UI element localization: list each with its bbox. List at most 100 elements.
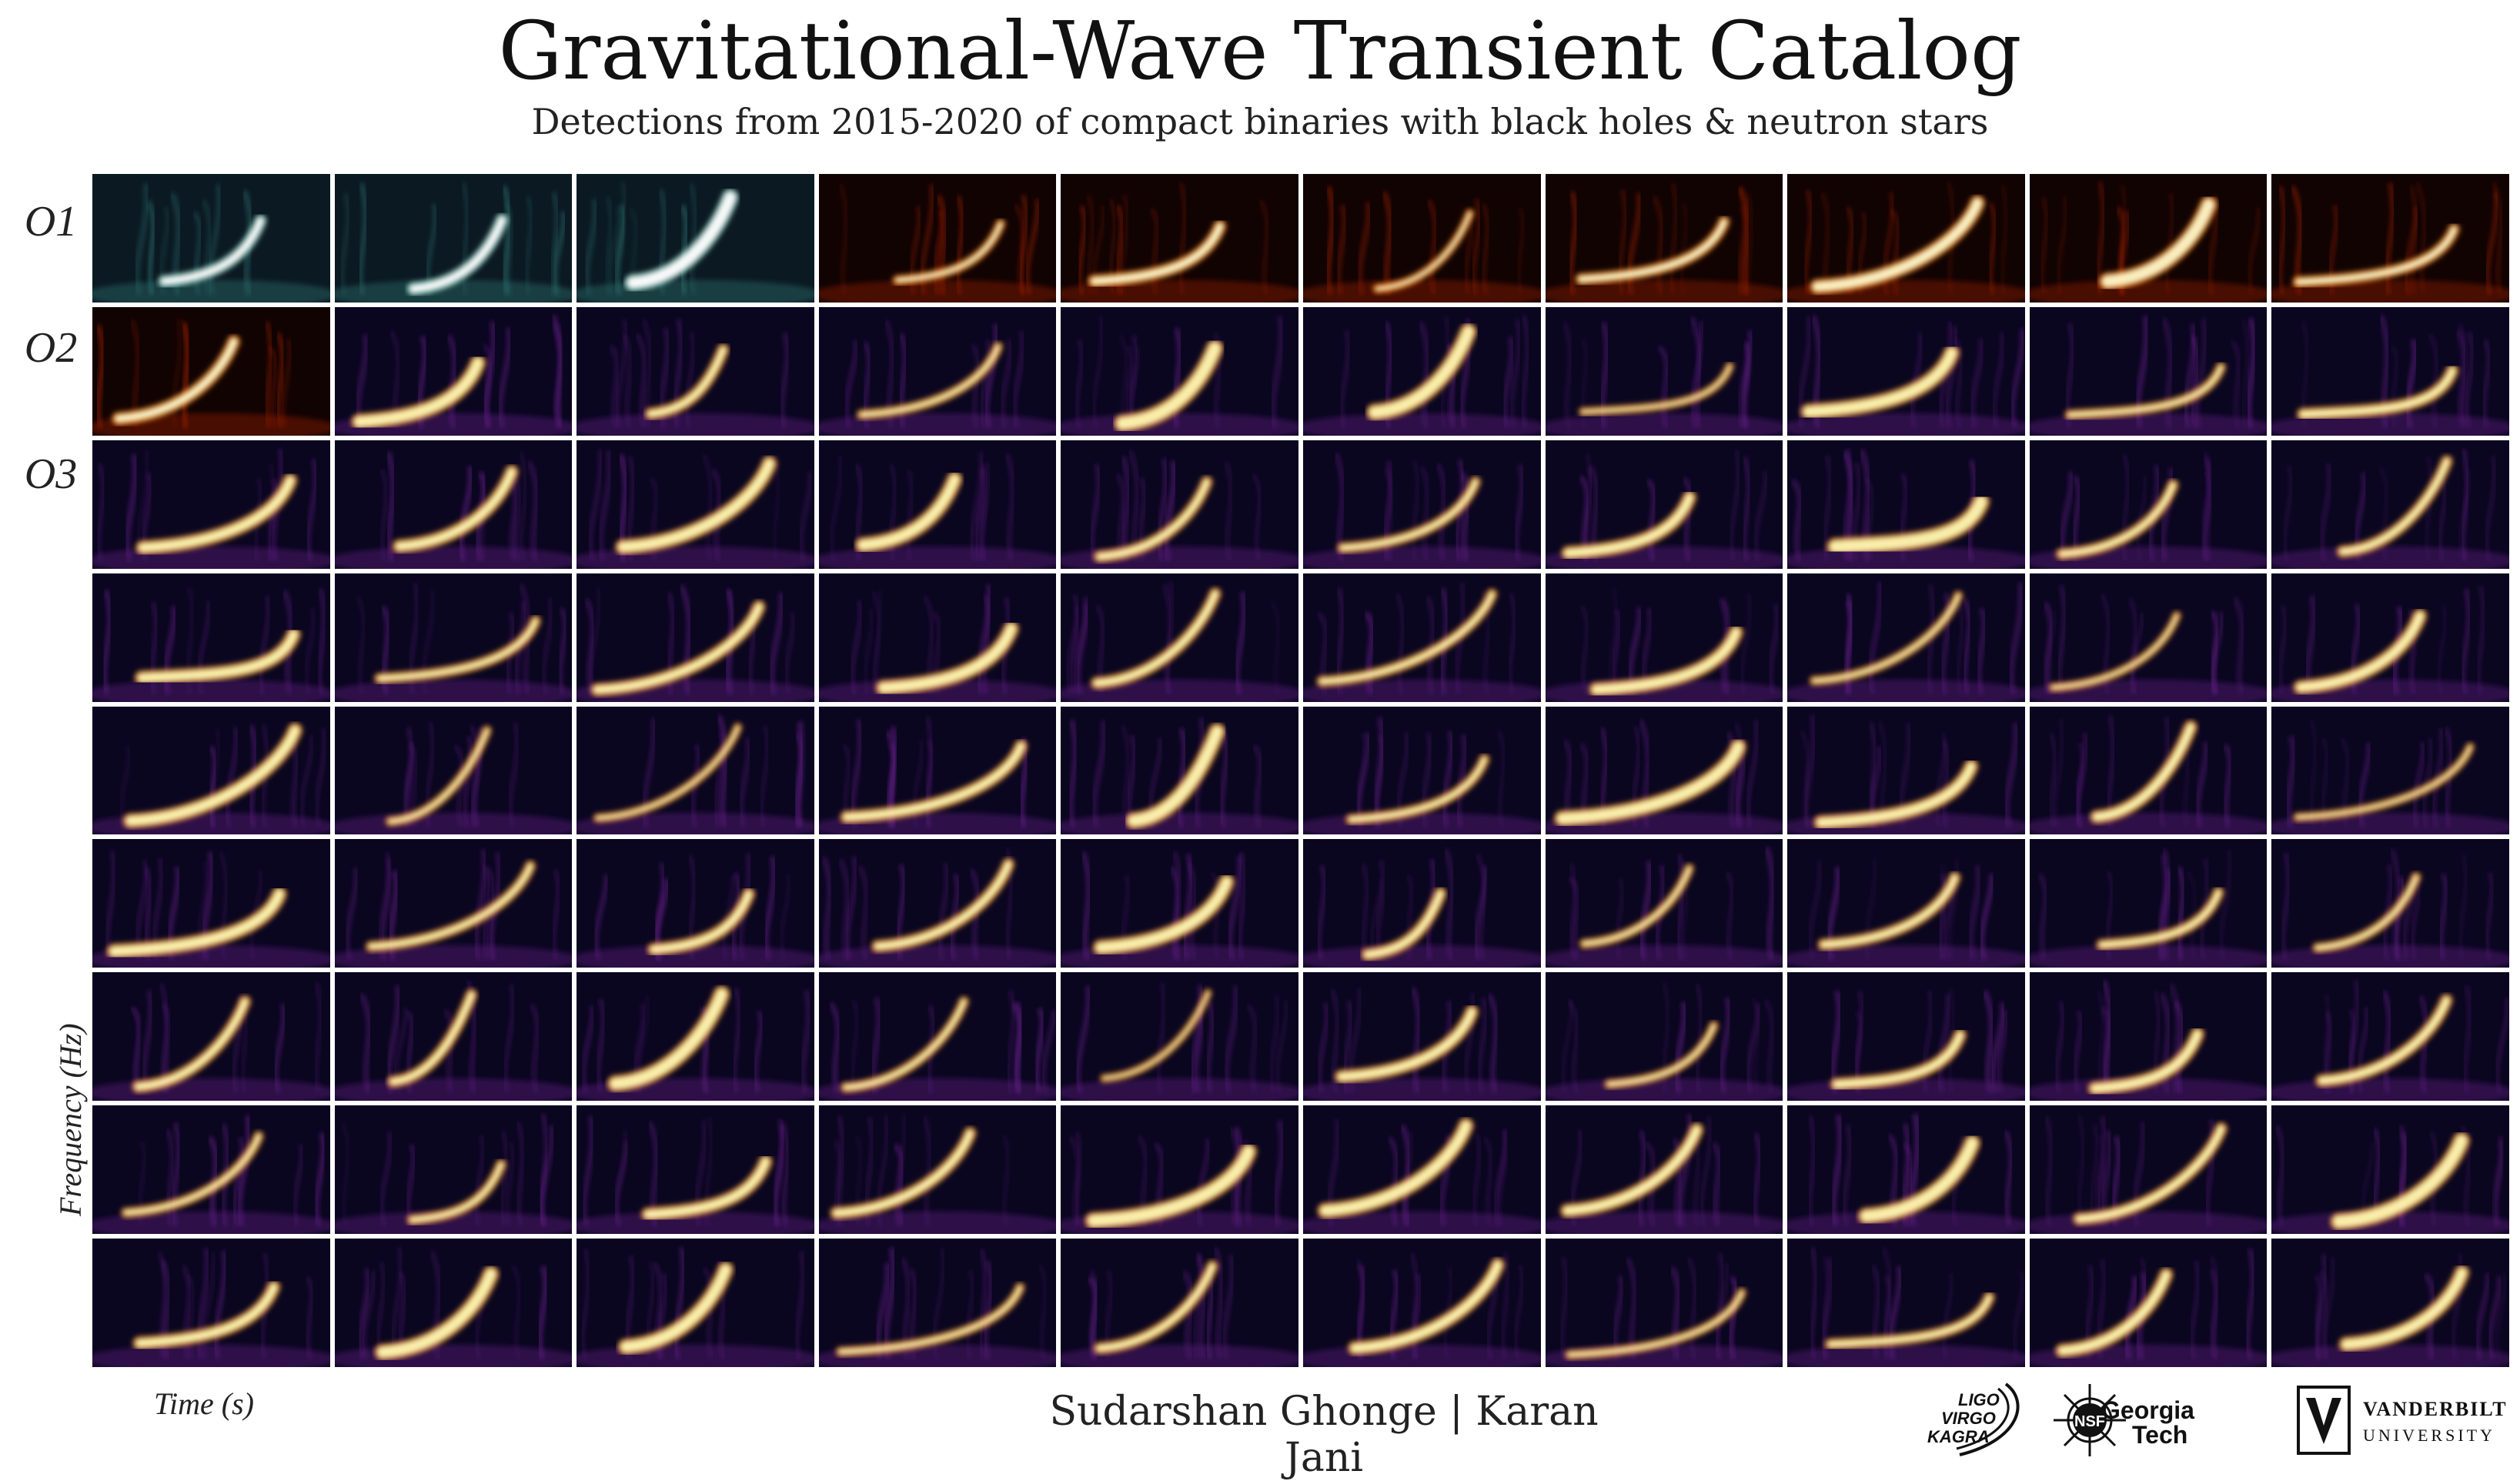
tech-text: Tech: [2132, 1421, 2188, 1449]
spectrogram-tile: [2029, 306, 2268, 436]
spectrogram-tile: [334, 440, 573, 569]
university-text: UNIVERSITY: [2363, 1426, 2495, 1445]
spectrogram-tile: [2271, 306, 2509, 436]
spectrogram-tile: [2029, 174, 2268, 303]
spectrogram-tile: [92, 306, 330, 436]
spectrogram-tile: [2029, 1239, 2268, 1367]
spectrogram-tile: [1787, 839, 2025, 968]
spectrogram-tile: [1061, 1105, 1298, 1235]
spectrogram-tile: [2271, 174, 2509, 303]
spectrogram-tile: [818, 440, 1057, 569]
spectrogram-tile: [1545, 573, 1783, 702]
spectrogram-tile: [577, 440, 814, 569]
spectrogram-tile: [334, 174, 573, 303]
virgo-text: VIRGO: [1941, 1409, 1996, 1428]
spectrogram-tile: [818, 306, 1057, 436]
run-label-o3: O3: [24, 450, 78, 498]
spectrogram-tile: [92, 972, 330, 1102]
spectrogram-tile: [1545, 1239, 1783, 1367]
authors: Sudarshan Ghonge | Karan Jani: [1049, 1389, 1599, 1481]
spectrogram-tile: [577, 306, 814, 436]
spectrogram-tile: [92, 573, 330, 702]
spectrogram-tile: [92, 174, 330, 303]
spectrogram-tile: [2271, 1105, 2509, 1235]
spectrogram-tile: [1303, 1239, 1541, 1367]
run-label-o1: O1: [24, 198, 78, 246]
spectrogram-tile: [1061, 174, 1298, 303]
page-title: Gravitational-Wave Transient Catalog: [498, 4, 2022, 98]
ligo-text: LIGO: [1958, 1390, 2000, 1409]
spectrogram-tile: [1545, 306, 1783, 436]
spectrogram-tile: [2271, 1239, 2509, 1367]
spectrogram-tile: [2271, 706, 2509, 835]
spectrogram-tile: [818, 573, 1057, 702]
nsf-logo: NSF: [2047, 1378, 2132, 1463]
spectrogram-tile: [1787, 1105, 2025, 1235]
spectrogram-tile: [818, 174, 1057, 303]
spectrogram-tile: [1061, 1239, 1298, 1367]
spectrogram-tile: [1545, 706, 1783, 835]
spectrogram-tile: [1061, 839, 1298, 968]
vanderbilt-logo: VANDERBILT UNIVERSITY: [2297, 1378, 2512, 1463]
spectrogram-tile: [577, 972, 814, 1102]
georgia-text: Georgia: [2101, 1396, 2194, 1424]
spectrogram-tile: [334, 306, 573, 436]
spectrogram-tile: [1061, 306, 1298, 436]
spectrogram-tile: [577, 1239, 814, 1367]
spectrogram-tile: [577, 174, 814, 303]
kagra-text: KAGRA: [1927, 1427, 1990, 1446]
ligo-virgo-kagra-logo: LIGO VIRGO KAGRA: [1913, 1378, 2029, 1463]
x-axis-label: Time (s): [154, 1386, 254, 1421]
spectrogram-tile: [334, 706, 573, 835]
spectrogram-tile: [1303, 839, 1541, 968]
y-axis-label: Frequency (Hz): [53, 1023, 88, 1216]
spectrogram-tile: [92, 1105, 330, 1235]
spectrogram-tile: [2271, 972, 2509, 1102]
spectrogram-tile: [577, 573, 814, 702]
spectrogram-tile: [334, 839, 573, 968]
spectrogram-tile: [577, 839, 814, 968]
spectrogram-tile: [1303, 174, 1541, 303]
spectrogram-tile: [92, 706, 330, 835]
spectrogram-tile: [1787, 972, 2025, 1102]
spectrogram-tile: [2029, 839, 2268, 968]
spectrogram-tile: [334, 573, 573, 702]
spectrogram-tile: [2029, 1105, 2268, 1235]
spectrogram-tile: [1787, 440, 2025, 569]
spectrogram-tile: [818, 839, 1057, 968]
spectrogram-tile: [334, 1239, 573, 1367]
spectrogram-tile: [1303, 972, 1541, 1102]
spectrogram-tile: [1787, 706, 2025, 835]
spectrogram-tile: [1303, 306, 1541, 436]
vanderbilt-text: VANDERBILT: [2363, 1398, 2508, 1420]
spectrogram-tile: [2029, 706, 2268, 835]
nsf-text: NSF: [2074, 1413, 2105, 1430]
spectrogram-tile: [92, 1239, 330, 1367]
spectrogram-tile: [1545, 1105, 1783, 1235]
spectrogram-tile: [1061, 706, 1298, 835]
spectrogram-tile: [818, 1105, 1057, 1235]
spectrogram-tile: [818, 972, 1057, 1102]
run-label-o2: O2: [24, 324, 78, 372]
spectrogram-tile: [1787, 1239, 2025, 1367]
spectrogram-tile: [2271, 440, 2509, 569]
spectrogram-tile: [1787, 573, 2025, 702]
spectrogram-tile: [1545, 440, 1783, 569]
georgia-tech-logo: Georgia Tech: [2101, 1378, 2271, 1463]
spectrogram-tile: [334, 972, 573, 1102]
spectrogram-grid: [92, 174, 2509, 1367]
page-subtitle: Detections from 2015-2020 of compact bin…: [531, 101, 1989, 142]
spectrogram-tile: [1303, 573, 1541, 702]
spectrogram-tile: [1787, 306, 2025, 436]
spectrogram-tile: [2029, 440, 2268, 569]
spectrogram-tile: [92, 440, 330, 569]
spectrogram-tile: [1545, 839, 1783, 968]
spectrogram-tile: [577, 1105, 814, 1235]
spectrogram-tile: [334, 1105, 573, 1235]
spectrogram-tile: [2029, 573, 2268, 702]
spectrogram-tile: [577, 706, 814, 835]
spectrogram-tile: [1303, 706, 1541, 835]
spectrogram-tile: [2271, 839, 2509, 968]
spectrogram-tile: [2271, 573, 2509, 702]
spectrogram-tile: [1061, 972, 1298, 1102]
